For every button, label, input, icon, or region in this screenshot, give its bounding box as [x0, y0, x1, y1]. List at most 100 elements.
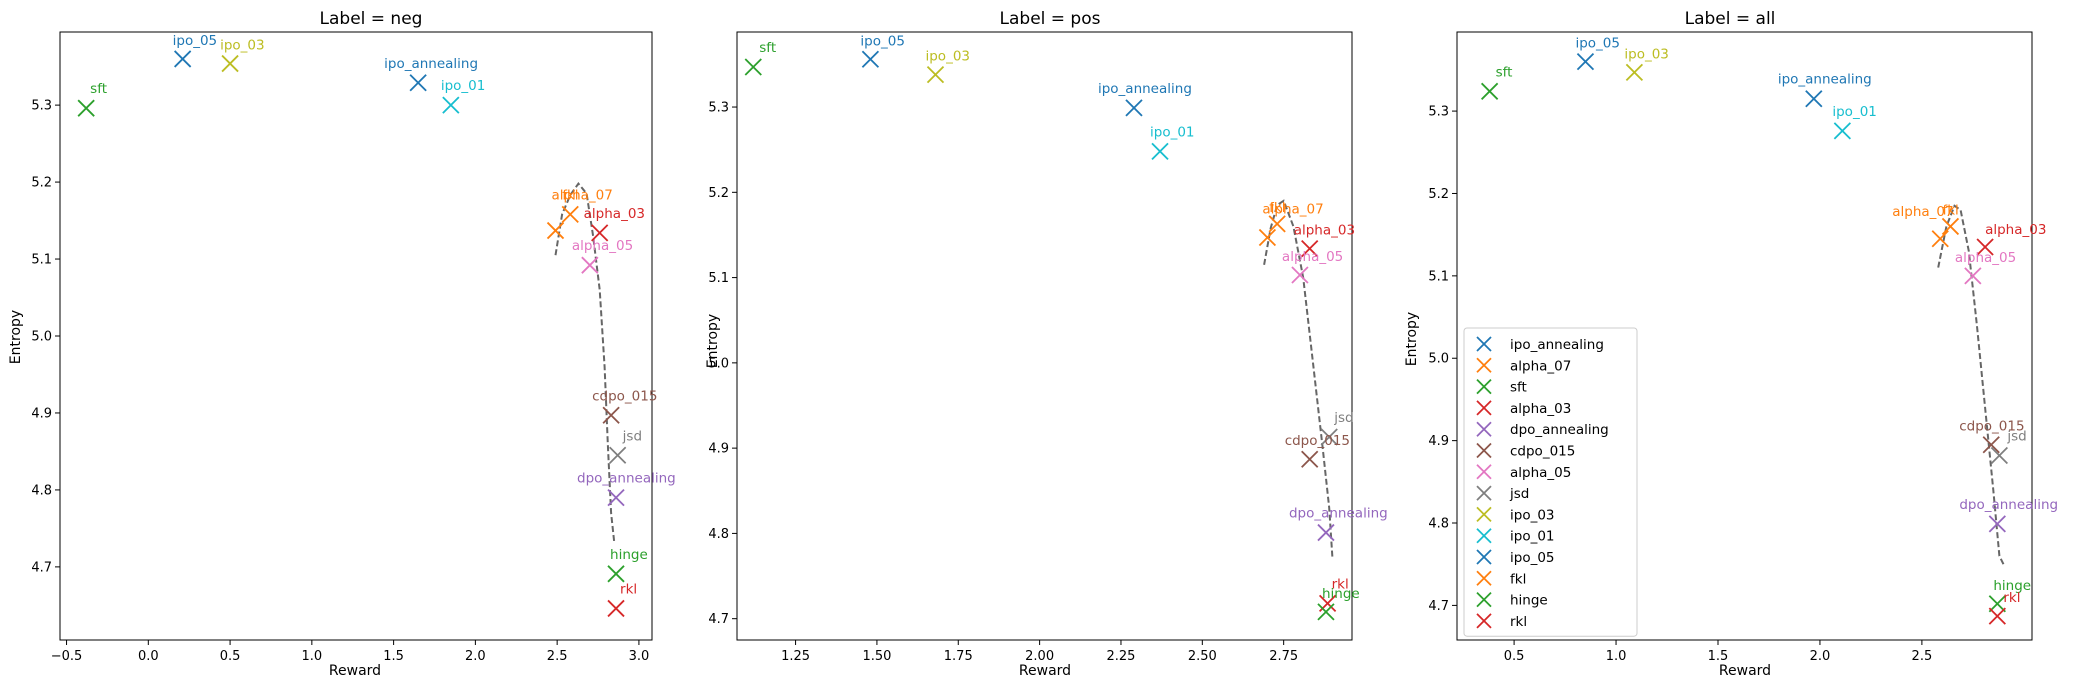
point-ipo-05: [174, 50, 192, 68]
point-ipo-03: [1625, 63, 1644, 82]
point-label-dpo-annealing: dpo_annealing: [1289, 506, 1388, 522]
point-fkl: [561, 205, 579, 224]
legend-label: ipo_05: [1510, 550, 1555, 566]
legend-label: alpha_05: [1510, 465, 1571, 481]
legend-item-alpha-07: alpha_07: [1476, 357, 1571, 374]
legend-label: jsd: [1509, 486, 1529, 502]
point-label-jsd: jsd: [2006, 428, 2026, 444]
y-tick-label: 5.3: [31, 99, 52, 114]
point-label-alpha-03: alpha_03: [1985, 222, 2046, 238]
legend-item-ipo-03: ipo_03: [1476, 506, 1555, 523]
x-tick-label: 0.5: [220, 649, 241, 664]
y-tick-label: 5.2: [1428, 187, 1449, 202]
x-tick-label: 3.0: [629, 649, 650, 664]
point-dpo-annealing: [607, 488, 625, 507]
x-tick-label: 1.75: [944, 649, 973, 664]
point-sft: [1480, 82, 1499, 100]
point-label-dpo-annealing: dpo_annealing: [1959, 497, 2058, 513]
x-tick-label: 2.0: [1810, 649, 1831, 664]
point-alpha-07: [1258, 228, 1277, 247]
point-ipo-annealing: [409, 74, 427, 92]
point-label-alpha-05: alpha_05: [1955, 250, 2016, 266]
point-label-fkl: fkl: [562, 187, 578, 203]
point-hinge: [1988, 595, 2006, 613]
subplot-pos: Label = pos Reward Entropy 1.25 1.50 1.75 2…: [705, 9, 1388, 679]
legend-item-ipo-01: ipo_01: [1476, 528, 1555, 545]
x-tick-label: 2.0: [465, 649, 486, 664]
legend-label: sft: [1510, 380, 1527, 396]
legend-item-cdpo-015: cdpo_015: [1476, 442, 1575, 460]
y-tick-label: 4.7: [31, 560, 52, 575]
x-tick-label: 2.50: [1188, 649, 1217, 664]
legend-label: ipo_annealing: [1510, 337, 1604, 353]
legend-label: alpha_07: [1510, 358, 1571, 374]
point-label-ipo-annealing: ipo_annealing: [384, 56, 478, 72]
point-label-sft: sft: [759, 40, 776, 56]
y-tick-label: 5.0: [31, 330, 52, 345]
legend-label: rkl: [1510, 614, 1527, 630]
point-label-alpha-07: alpha_07: [552, 188, 613, 204]
x-axis-label: Reward: [1019, 663, 1071, 679]
axes-frame: [736, 31, 1353, 641]
y-tick-label: 5.3: [708, 101, 729, 116]
point-label-ipo-03: ipo_03: [925, 49, 970, 65]
point-label-cdpo-015: cdpo_015: [1285, 433, 1350, 449]
x-tick-label: 2.25: [1106, 649, 1135, 664]
x-tick-label: 1.5: [383, 649, 404, 664]
point-rkl: [1988, 607, 2006, 625]
y-tick-label: 4.8: [31, 483, 52, 498]
point-ipo-annealing: [1125, 99, 1143, 117]
x-tick-label: 1.0: [1606, 649, 1627, 664]
legend-label: ipo_01: [1510, 529, 1555, 545]
point-alpha-05: [1291, 266, 1309, 284]
point-ipo-01: [442, 96, 460, 114]
legend-item-ipo-annealing: ipo_annealing: [1476, 336, 1604, 353]
point-label-hinge: hinge: [1993, 578, 2031, 594]
point-dpo-annealing: [1988, 515, 2006, 533]
subplot-title: Label = neg: [320, 9, 423, 29]
y-tick-label: 5.1: [31, 253, 52, 268]
point-fkl: [1941, 217, 1960, 236]
x-tick-label: 2.75: [1269, 649, 1298, 664]
point-label-alpha-05: alpha_05: [1282, 249, 1343, 265]
y-tick-label: 5.2: [708, 186, 729, 201]
y-tick-label: 4.9: [1428, 434, 1449, 449]
legend-label: hinge: [1510, 593, 1548, 609]
point-label-ipo-01: ipo_01: [1150, 124, 1195, 140]
x-tick-label: 2.5: [547, 649, 568, 664]
point-alpha-03: [1976, 238, 1994, 256]
x-tick-label: 2.5: [1912, 649, 1933, 664]
x-tick-label: 1.50: [862, 649, 891, 664]
y-tick-label: 4.9: [708, 442, 729, 457]
x-tick-label: 1.0: [302, 649, 323, 664]
point-label-ipo-03: ipo_03: [1624, 46, 1669, 62]
point-alpha-07: [546, 221, 565, 240]
x-tick-label: 1.5: [1708, 649, 1729, 664]
subplot-all: Label = all Reward Entropy 0.5 1.0 1.5 2.0 2…: [1404, 9, 2058, 679]
point-label-ipo-05: ipo_05: [173, 33, 218, 49]
y-tick-label: 5.2: [31, 176, 52, 191]
point-ipo-03: [221, 54, 239, 73]
point-alpha-05: [1964, 267, 1982, 285]
point-label-fkl: fkl: [1269, 200, 1285, 216]
point-ipo-03: [926, 66, 945, 84]
point-jsd: [1990, 446, 2009, 465]
point-label-rkl: rkl: [1332, 576, 1349, 592]
point-ipo-05: [861, 50, 880, 68]
legend-item-jsd: jsd: [1476, 485, 1529, 502]
y-axis-label: Entropy: [1404, 312, 1420, 366]
y-tick-label: 5.1: [708, 271, 729, 286]
point-cdpo-015: [1301, 450, 1319, 468]
point-label-cdpo-015: cdpo_015: [1959, 419, 2024, 435]
point-label-sft: sft: [90, 81, 107, 97]
point-ipo-01: [1151, 142, 1169, 161]
point-hinge: [607, 565, 625, 583]
point-label-ipo-01: ipo_01: [441, 78, 486, 94]
point-cdpo-015: [602, 406, 620, 424]
legend-item-sft: sft: [1476, 378, 1527, 396]
point-label-alpha-07: alpha_07: [1262, 202, 1323, 218]
legend-label: ipo_03: [1510, 507, 1555, 523]
point-label-dpo-annealing: dpo_annealing: [577, 471, 676, 487]
point-alpha-05: [581, 256, 599, 274]
x-tick-label: −0.5: [51, 649, 83, 664]
